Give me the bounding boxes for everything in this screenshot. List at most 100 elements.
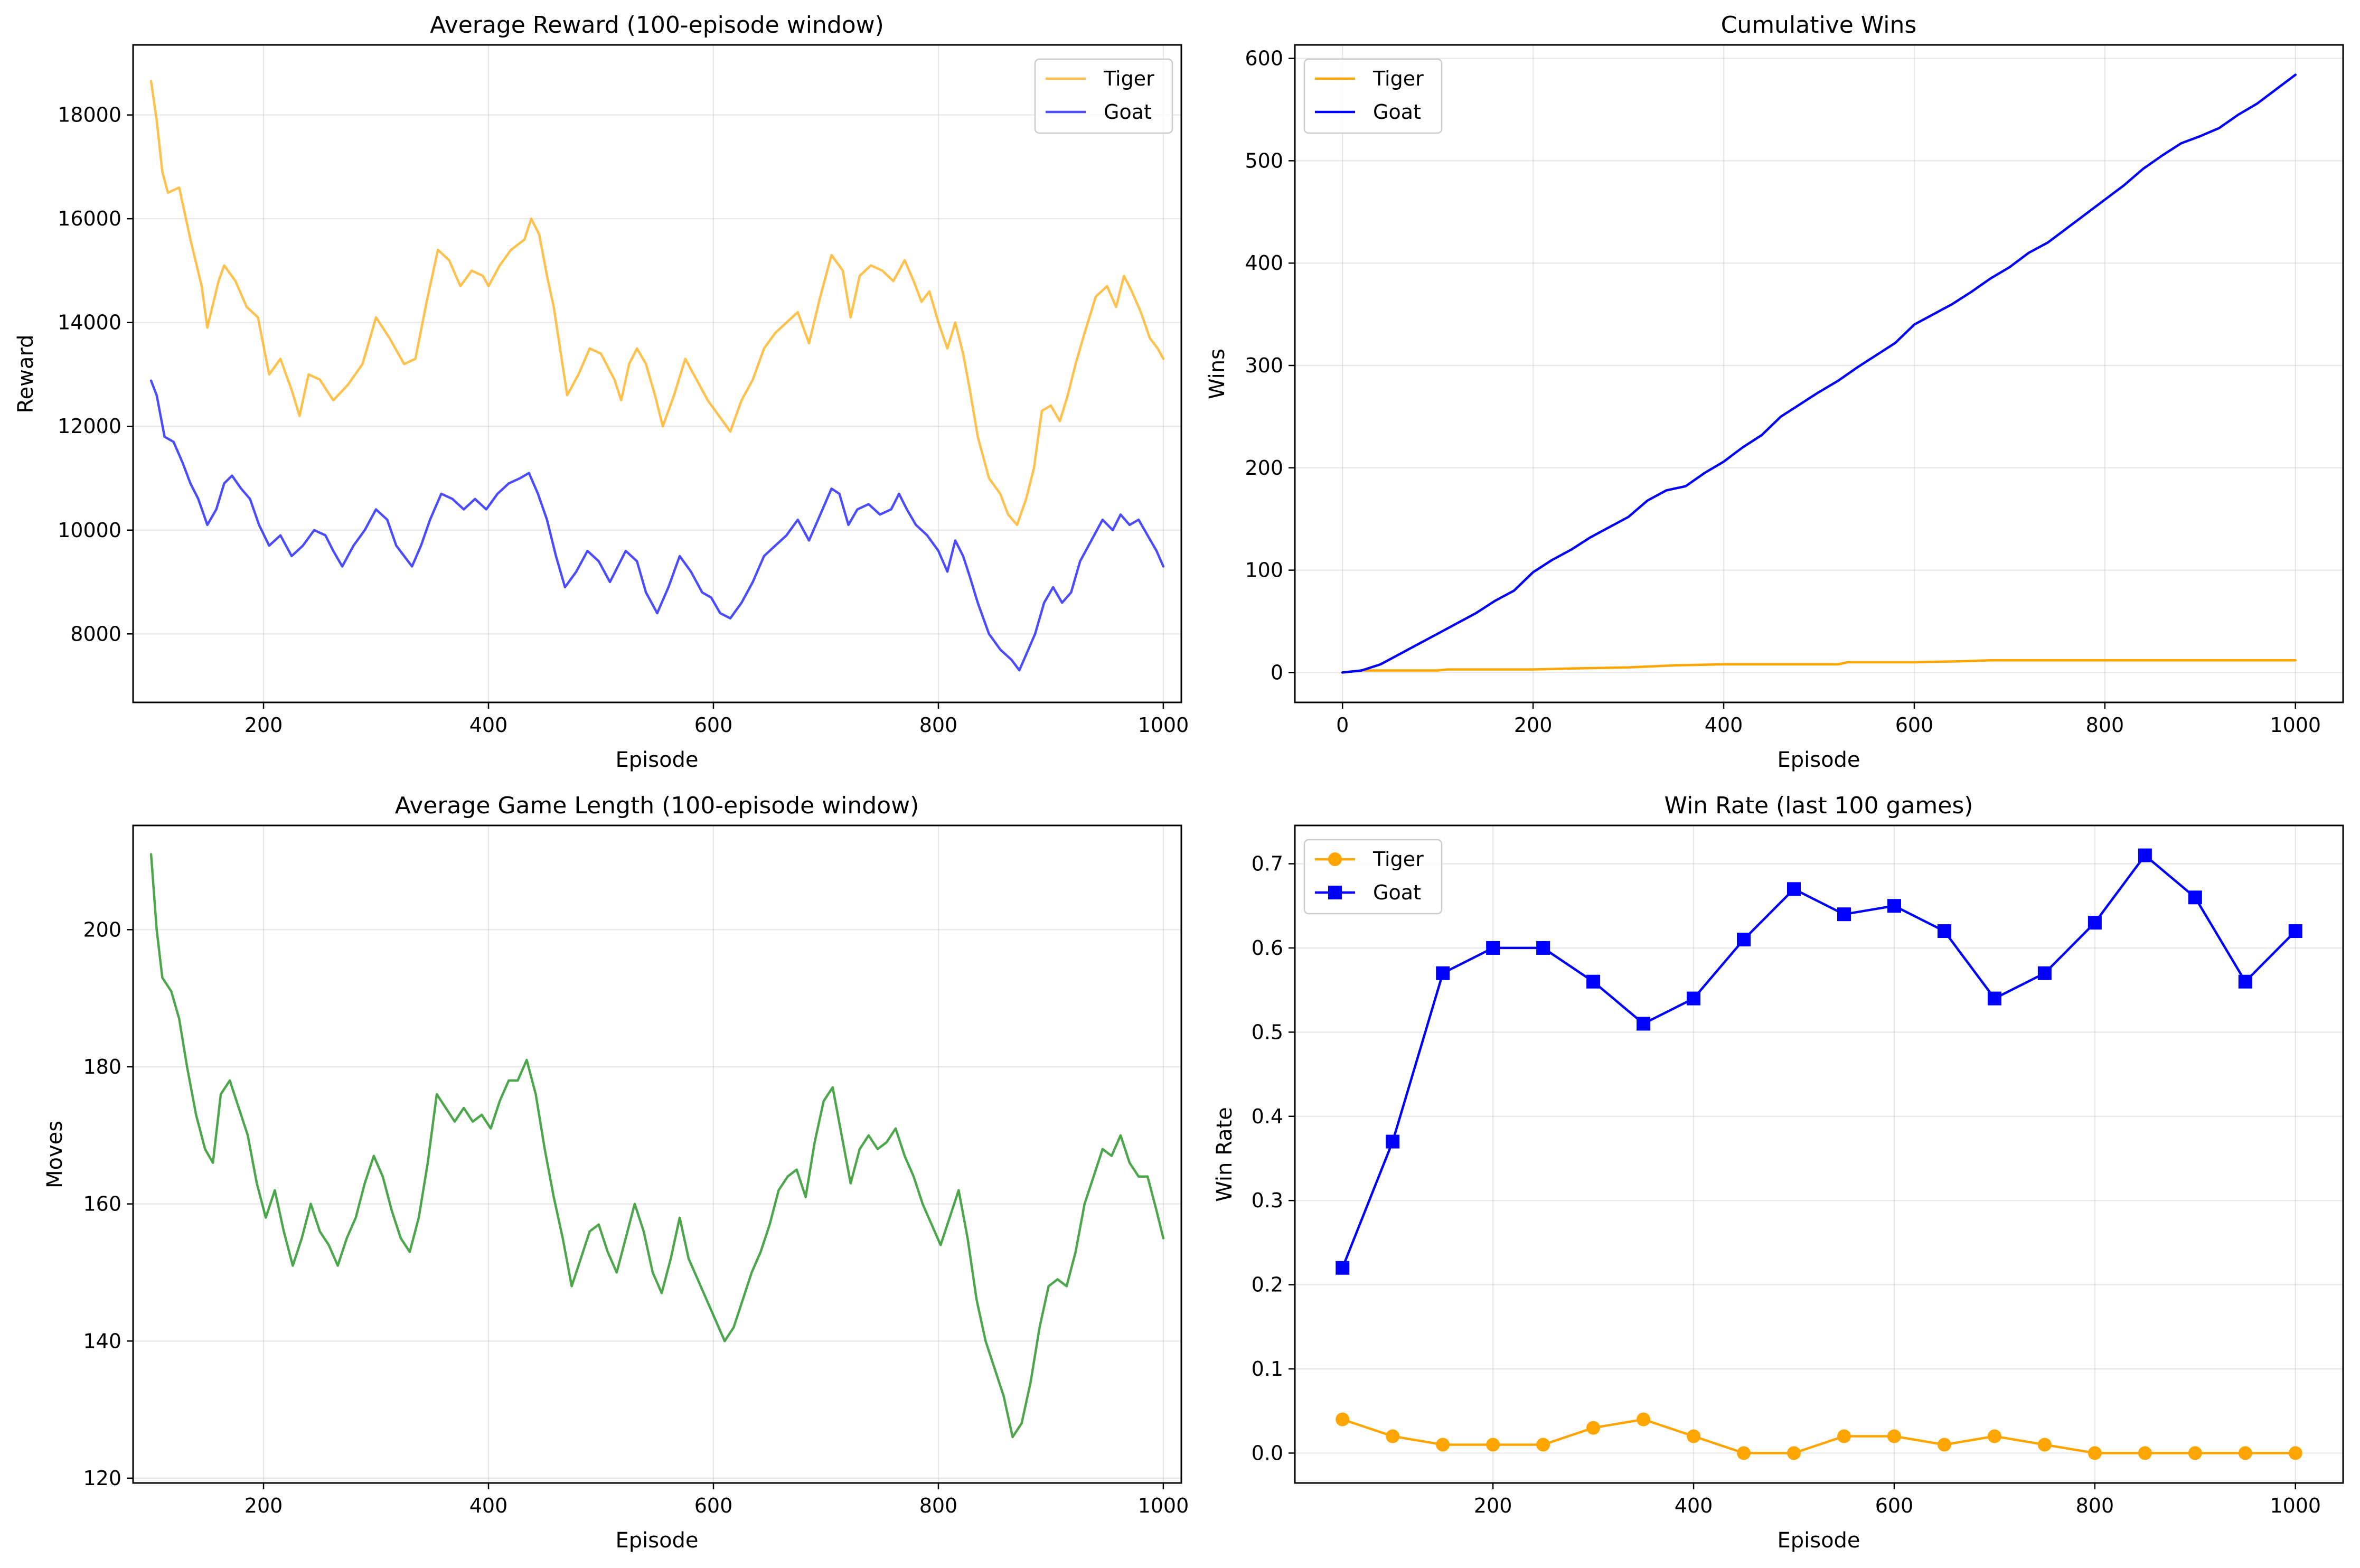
length-x-tick-label: 200: [245, 1494, 283, 1517]
winrate-point-goat: [1386, 1134, 1400, 1149]
wins-y-tick-label: 500: [1245, 149, 1283, 172]
wins-x-tick-label: 1000: [2270, 713, 2321, 737]
reward-y-axis-label: Reward: [14, 335, 38, 414]
winrate-y-tick-label: 0.2: [1252, 1273, 1283, 1297]
winrate-point-goat: [1837, 907, 1851, 922]
wins-plot-frame: [1294, 44, 2344, 703]
winrate-point-goat: [1937, 924, 1951, 938]
winrate-point-tiger: [1436, 1438, 1450, 1452]
length-y-tick-label: 140: [83, 1329, 121, 1353]
winrate-point-tiger: [2037, 1438, 2052, 1452]
length-x-tick-label: 1000: [1138, 1494, 1189, 1517]
winrate-y-tick-label: 0.3: [1252, 1189, 1283, 1212]
winrate-point-tiger: [1987, 1429, 2001, 1443]
wins-x-tick-label: 0: [1336, 713, 1349, 737]
winrate-point-tiger: [2138, 1446, 2152, 1460]
winrate-x-axis-label: Episode: [1777, 1528, 1860, 1553]
reward-x-tick-label: 400: [469, 713, 508, 737]
winrate-x-tick-label: 400: [1675, 1494, 1713, 1517]
reward-x-tick-label: 600: [694, 713, 733, 737]
winrate-point-goat: [2037, 966, 2052, 980]
winrate-point-tiger: [1486, 1438, 1500, 1452]
wins-y-tick-label: 100: [1245, 559, 1283, 582]
length-y-tick-label: 120: [83, 1467, 121, 1490]
reward-y-tick-label: 14000: [58, 311, 121, 334]
winrate-point-goat: [1787, 882, 1801, 896]
length-chart-title: Average Game Length (100-episode window): [395, 792, 919, 819]
winrate-y-tick-label: 0.6: [1252, 936, 1283, 960]
winrate-point-tiger: [2088, 1446, 2102, 1460]
winrate-point-tiger: [2188, 1446, 2202, 1460]
reward-x-tick-label: 800: [919, 713, 958, 737]
wins-x-tick-label: 200: [1514, 713, 1553, 737]
winrate-point-tiger: [1536, 1438, 1550, 1452]
length-x-tick-label: 400: [469, 1494, 508, 1517]
winrate-y-axis-label: Win Rate: [1212, 1107, 1237, 1202]
wins-x-tick-label: 800: [2086, 713, 2124, 737]
winrate-point-goat: [1586, 974, 1601, 989]
reward-chart-title: Average Reward (100-episode window): [430, 12, 884, 39]
reward-series-tiger: [149, 80, 1165, 527]
winrate-point-goat: [1486, 941, 1500, 955]
wins-legend-label-goat: Goat: [1373, 100, 1421, 124]
winrate-point-goat: [1536, 941, 1550, 955]
wins-x-axis-label: Episode: [1777, 748, 1860, 772]
winrate-point-goat: [1637, 1017, 1651, 1031]
wins-y-tick-label: 600: [1245, 47, 1283, 70]
reward-y-tick-label: 16000: [58, 207, 121, 230]
winrate-point-tiger: [1837, 1429, 1851, 1443]
wins-y-tick-label: 400: [1245, 251, 1283, 275]
wins-y-tick-label: 300: [1245, 354, 1283, 377]
length-x-tick-label: 800: [919, 1494, 958, 1517]
winrate-x-tick-label: 1000: [2270, 1494, 2321, 1517]
winrate-point-goat: [1987, 991, 2001, 1006]
winrate-point-goat: [2138, 848, 2152, 862]
winrate-y-tick-label: 0.5: [1252, 1020, 1283, 1044]
winrate-point-goat: [2088, 916, 2102, 930]
length-y-tick-label: 200: [83, 918, 121, 941]
reward-y-tick-label: 8000: [70, 622, 121, 645]
winrate-point-goat: [1887, 899, 1901, 913]
winrate-x-tick-label: 600: [1875, 1494, 1914, 1517]
winrate-point-tiger: [1386, 1429, 1400, 1443]
winrate-point-goat: [2188, 890, 2202, 905]
winrate-point-tiger: [1737, 1446, 1751, 1460]
wins-y-tick-label: 0: [1271, 661, 1283, 684]
winrate-point-tiger: [1887, 1429, 1901, 1443]
length-plot-frame: [132, 824, 1182, 1484]
length-x-tick-label: 600: [694, 1494, 733, 1517]
reward-legend-label-tiger: Tiger: [1103, 67, 1154, 90]
winrate-point-goat: [2288, 924, 2302, 938]
reward-series-goat: [149, 379, 1165, 672]
game-length-chart: 200 400 600 800 1000 120 140 160 180 200 Average …: [43, 792, 1189, 1553]
winrate-legend-marker-goat: [1328, 886, 1342, 899]
wins-legend: Tiger Goat: [1303, 58, 1443, 134]
win-rate-chart: 200 400 600 800 1000 0.0 0.1 0.2 0.3 0.4 0.5 0.6 0.7…: [1212, 792, 2344, 1553]
winrate-x-tick-label: 800: [2076, 1494, 2114, 1517]
winrate-series-tiger: [1341, 1418, 2297, 1454]
winrate-point-goat: [1436, 966, 1450, 980]
length-y-axis-label: Moves: [43, 1121, 67, 1188]
reward-x-axis-label: Episode: [615, 748, 698, 772]
reward-y-tick-label: 18000: [58, 104, 121, 127]
wins-x-tick-label: 400: [1705, 713, 1743, 737]
winrate-point-goat: [1336, 1261, 1350, 1275]
wins-legend-label-tiger: Tiger: [1372, 67, 1424, 90]
winrate-point-goat: [1737, 933, 1751, 947]
wins-y-tick-label: 200: [1245, 456, 1283, 480]
cumulative-wins-chart: 0 200 400 600 800 1000 0 100 200 300 400 500 600 Cum…: [1205, 12, 2344, 772]
winrate-y-tick-label: 0.7: [1252, 852, 1283, 876]
reward-x-tick-label: 1000: [1138, 713, 1189, 737]
winrate-x-tick-label: 200: [1474, 1494, 1512, 1517]
winrate-point-tiger: [1637, 1412, 1651, 1426]
winrate-point-tiger: [1687, 1429, 1701, 1443]
wins-chart-title: Cumulative Wins: [1721, 12, 1917, 39]
winrate-chart-title: Win Rate (last 100 games): [1665, 792, 1973, 819]
wins-y-axis-label: Wins: [1205, 349, 1229, 399]
winrate-point-tiger: [1937, 1438, 1951, 1452]
wins-x-tick-label: 600: [1895, 713, 1934, 737]
winrate-y-tick-label: 0.4: [1252, 1105, 1283, 1128]
winrate-point-tiger: [1586, 1421, 1601, 1435]
length-x-axis-label: Episode: [615, 1528, 698, 1553]
